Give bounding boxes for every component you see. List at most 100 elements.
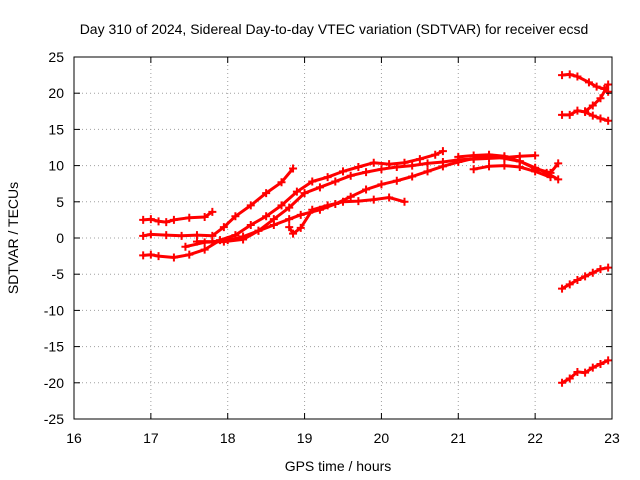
data-point [239, 232, 248, 241]
x-tick-label: 22 [527, 430, 543, 446]
data-point [208, 237, 217, 246]
data-point [469, 151, 478, 160]
data-point [289, 164, 298, 173]
data-point [162, 231, 171, 240]
data-point [565, 110, 574, 119]
data-point [558, 110, 567, 119]
data-point [554, 175, 563, 184]
data-point [588, 268, 597, 277]
data-point [292, 187, 301, 196]
data-point [485, 150, 494, 159]
x-tick-label: 19 [297, 430, 313, 446]
y-axis-label: SDTVAR / TECUs [5, 182, 21, 294]
data-point [596, 114, 605, 123]
series-track-13 [558, 356, 613, 387]
data-point [469, 165, 478, 174]
data-point [565, 70, 574, 79]
y-tick-label: 10 [48, 158, 64, 174]
data-point [604, 356, 613, 365]
data-point [573, 367, 582, 376]
data-point [581, 272, 590, 281]
data-point [285, 203, 294, 212]
y-tick-label: -10 [44, 302, 64, 318]
series-line [583, 83, 610, 113]
data-point [565, 374, 574, 383]
x-axis-label: GPS time / hours [285, 458, 392, 474]
data-point [200, 245, 209, 254]
series-track-1 [139, 207, 217, 227]
data-point [296, 210, 305, 219]
series-group [139, 70, 613, 387]
data-point [558, 378, 567, 387]
series-line [287, 196, 406, 236]
x-tick-label: 17 [143, 430, 159, 446]
data-point [154, 252, 163, 261]
data-point [331, 177, 340, 186]
data-point [308, 205, 317, 214]
data-point [185, 213, 194, 222]
series-track-6 [285, 193, 409, 238]
y-tick-label: -15 [44, 339, 64, 355]
data-point [300, 189, 309, 198]
data-point [139, 231, 148, 240]
data-point [346, 171, 355, 180]
data-point [400, 197, 409, 206]
x-tick-label: 16 [66, 430, 82, 446]
x-tick-label: 20 [374, 430, 390, 446]
data-point [339, 167, 347, 176]
data-point [377, 165, 386, 174]
data-point [565, 280, 574, 289]
axes: 16 17 18 19 20 21 22 23 25 20 15 10 5 0 -5 -10 -15 -20 -25 [44, 49, 620, 446]
data-point [354, 163, 363, 172]
data-point [277, 178, 286, 187]
data-point [588, 101, 597, 110]
data-point [369, 158, 378, 167]
series-track-2 [139, 164, 298, 240]
data-point [169, 215, 178, 224]
data-point [604, 116, 613, 125]
data-point [573, 275, 582, 284]
data-point [139, 251, 148, 260]
data-point [546, 168, 555, 177]
data-point [581, 368, 590, 377]
data-point [604, 263, 613, 272]
data-point [296, 223, 305, 232]
grid [74, 57, 612, 419]
data-point [285, 215, 294, 224]
data-point [573, 72, 582, 81]
data-point [438, 162, 447, 171]
data-point [604, 80, 613, 89]
data-point [223, 236, 232, 245]
data-point [285, 223, 294, 232]
y-tick-label: 20 [48, 85, 64, 101]
data-point [431, 150, 440, 159]
data-point [438, 147, 447, 156]
data-point [596, 94, 605, 103]
data-point [269, 220, 278, 229]
data-point [162, 218, 171, 227]
data-point [254, 226, 263, 235]
data-point [558, 71, 567, 80]
data-point [192, 237, 201, 246]
data-point [392, 176, 401, 185]
y-tick-label: 15 [48, 121, 64, 137]
data-point [262, 189, 271, 198]
data-point [408, 161, 417, 170]
data-point [146, 250, 155, 259]
data-point [592, 82, 601, 91]
data-point [315, 183, 324, 192]
data-point [277, 201, 286, 210]
y-tick-label: -25 [44, 411, 64, 427]
data-point [146, 215, 155, 224]
data-point [554, 159, 563, 168]
y-tick-label: 25 [48, 49, 64, 65]
data-point [231, 212, 240, 221]
data-point [219, 223, 228, 232]
data-point [339, 197, 347, 206]
data-point [139, 215, 148, 224]
data-point [208, 207, 217, 216]
data-point [558, 284, 567, 293]
y-tick-label: 0 [56, 230, 64, 246]
data-point [485, 162, 494, 171]
data-point [588, 363, 597, 372]
